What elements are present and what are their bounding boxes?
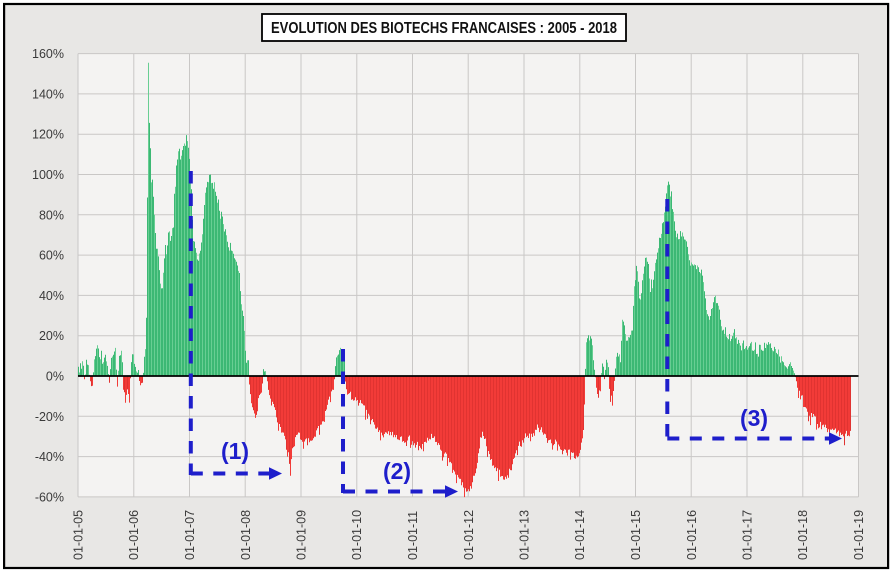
svg-text:01-01-10: 01-01-10 [350, 510, 364, 560]
svg-text:01-01-19: 01-01-19 [852, 510, 866, 560]
svg-text:40%: 40% [39, 289, 64, 303]
svg-text:-60%: -60% [35, 490, 64, 504]
svg-text:01-01-13: 01-01-13 [518, 510, 532, 560]
svg-text:-20%: -20% [35, 410, 64, 424]
svg-text:01-01-05: 01-01-05 [72, 510, 86, 560]
svg-text:(2): (2) [383, 458, 411, 484]
svg-text:01-01-06: 01-01-06 [127, 510, 141, 560]
svg-text:01-01-09: 01-01-09 [295, 510, 309, 560]
svg-text:01-01-16: 01-01-16 [685, 510, 699, 560]
svg-text:01-01-11: 01-01-11 [406, 511, 420, 560]
svg-text:120%: 120% [32, 128, 64, 142]
svg-text:EVOLUTION DES BIOTECHS FRANCAI: EVOLUTION DES BIOTECHS FRANCAISES : 2005… [271, 20, 617, 37]
svg-text:01-01-15: 01-01-15 [629, 510, 643, 560]
svg-text:01-01-18: 01-01-18 [796, 510, 810, 560]
svg-text:01-01-07: 01-01-07 [183, 510, 197, 560]
svg-text:01-01-17: 01-01-17 [741, 510, 755, 560]
svg-text:160%: 160% [32, 47, 64, 61]
svg-text:80%: 80% [39, 208, 64, 222]
svg-text:(3): (3) [740, 405, 768, 431]
svg-text:0%: 0% [46, 370, 64, 384]
svg-text:100%: 100% [32, 168, 64, 182]
svg-text:(1): (1) [221, 438, 249, 464]
svg-text:01-01-12: 01-01-12 [462, 510, 476, 560]
svg-text:-40%: -40% [35, 450, 64, 464]
svg-text:60%: 60% [39, 249, 64, 263]
svg-text:01-01-14: 01-01-14 [573, 510, 587, 560]
svg-text:20%: 20% [39, 329, 64, 343]
svg-text:01-01-08: 01-01-08 [239, 510, 253, 560]
svg-text:140%: 140% [32, 87, 64, 101]
